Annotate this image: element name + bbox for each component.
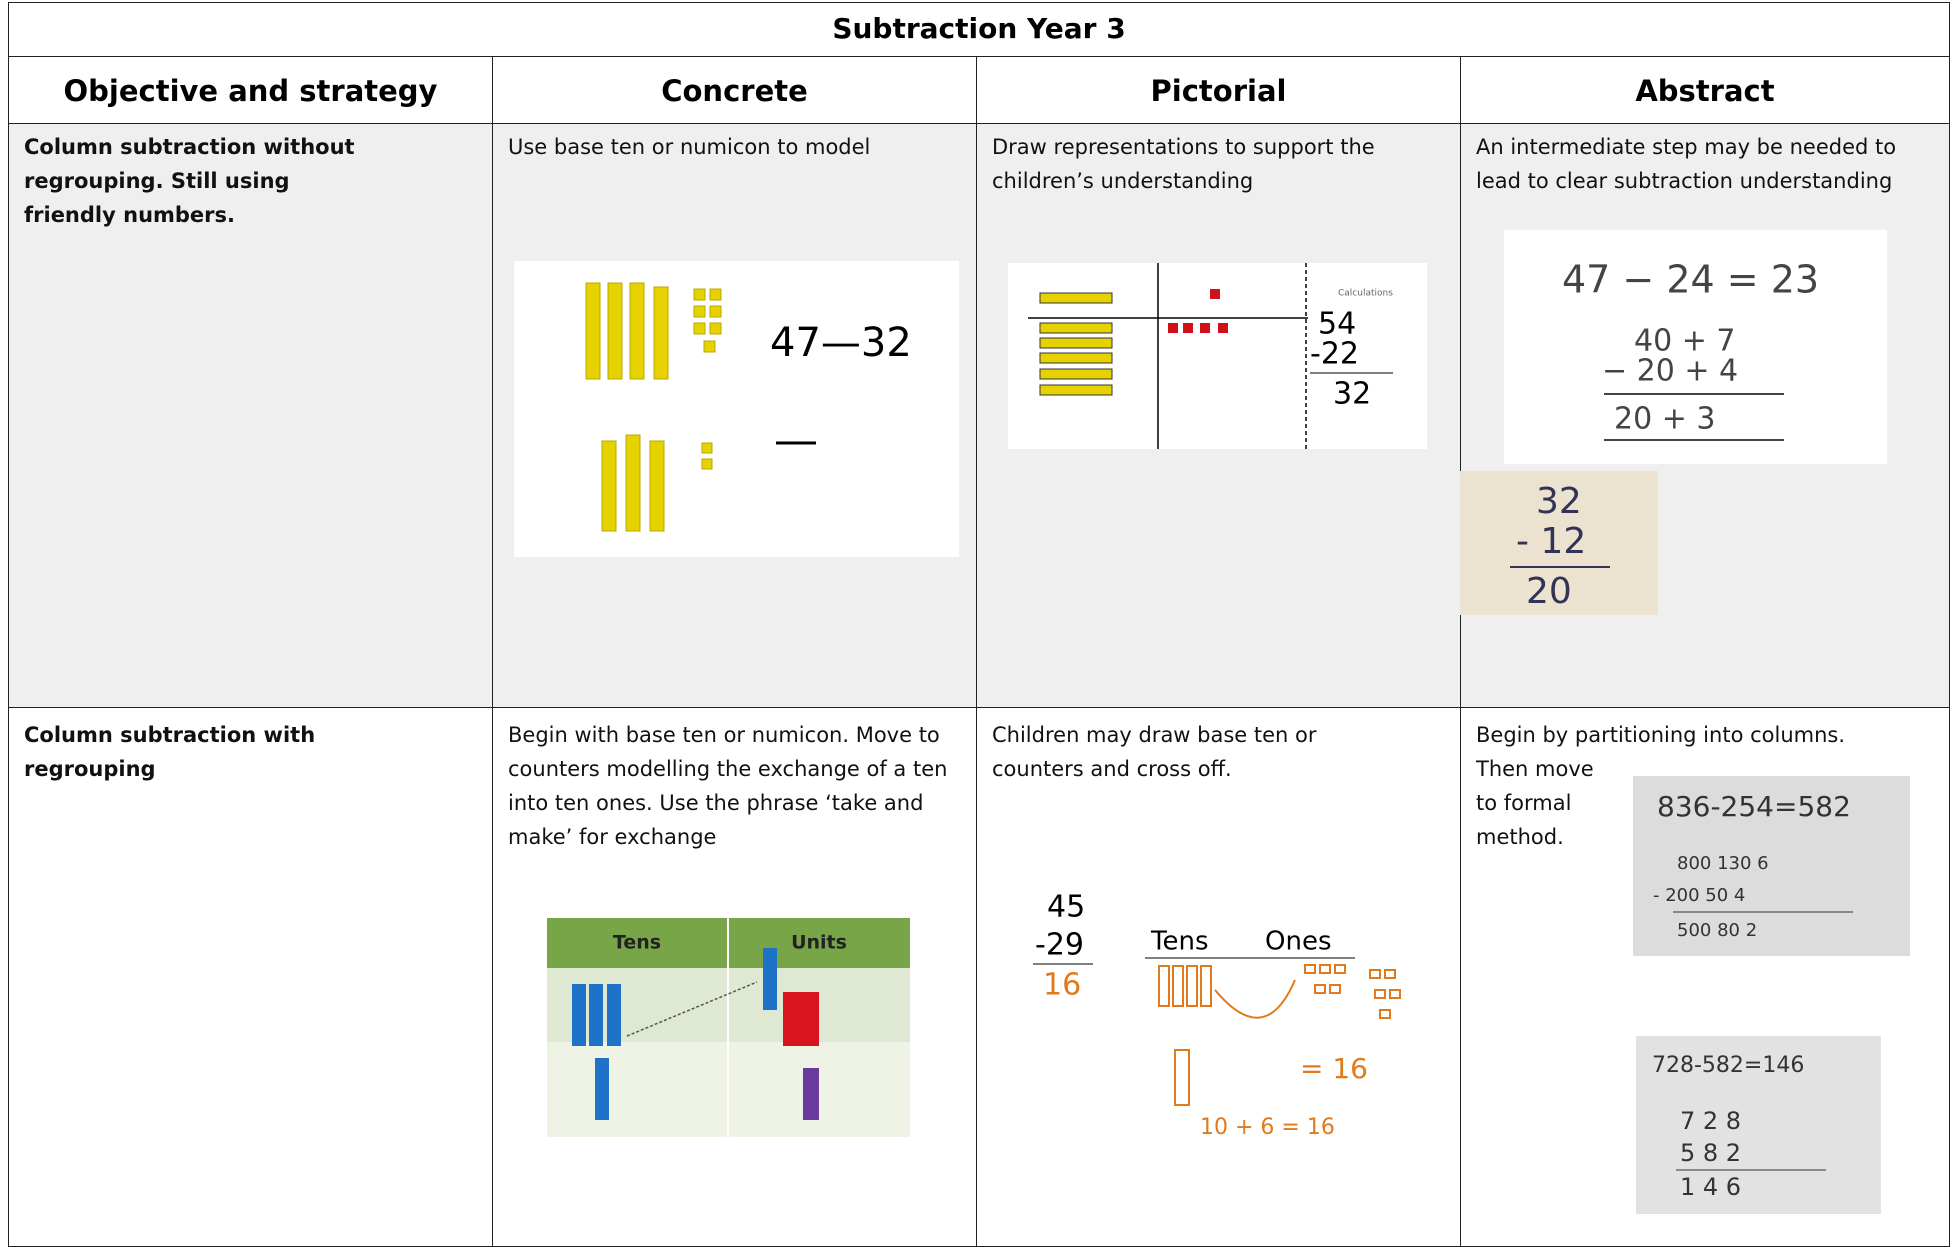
objective-text: Column subtraction with regrouping [24,723,316,781]
column-header: Concrete [661,74,808,108]
concrete-text: Use base ten or numicon to model [508,135,871,159]
objective-text: Column subtraction without regrouping. S… [24,135,355,227]
abstract-text: to formal [1476,791,1572,815]
concrete-text: Begin with base ten or numicon. Move to … [508,723,948,849]
column-header: Objective and strategy [63,74,438,108]
body-cell [976,707,1461,1247]
body-cell [8,707,493,1247]
pictorial-text: Draw representations to support the chil… [992,135,1375,193]
body-cell [492,123,977,708]
abstract-text: Then move [1476,757,1594,781]
pictorial-text: Children may draw base ten or counters a… [992,723,1317,781]
abstract-text: method. [1476,825,1564,849]
body-cell [1460,123,1950,708]
body-cell [976,123,1461,708]
column-header: Abstract [1635,74,1775,108]
column-header: Pictorial [1150,74,1287,108]
abstract-text: Begin by partitioning into columns. [1476,723,1846,747]
body-cell [8,123,493,708]
abstract-text: An intermediate step may be needed to le… [1476,135,1897,193]
title: Subtraction Year 3 [832,12,1126,45]
